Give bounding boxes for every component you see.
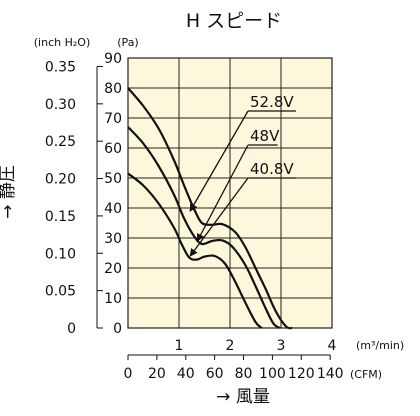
x-tick-label-m3min: 4 bbox=[328, 338, 337, 354]
annotations: 52.8V 48V 40.8V bbox=[189, 93, 296, 257]
series-line bbox=[127, 172, 263, 329]
y-tick-label-pa: 80 bbox=[104, 81, 122, 97]
y-axis-label: → 静圧 bbox=[0, 165, 18, 219]
series-line bbox=[127, 87, 293, 330]
annotation-label: 40.8V bbox=[250, 160, 294, 178]
x-tick-label-cfm: 60 bbox=[206, 366, 224, 382]
x-tick-label-m3min: 3 bbox=[277, 338, 286, 354]
y-tick-label-pa: 30 bbox=[104, 231, 122, 247]
series-line bbox=[127, 126, 281, 329]
y-tick-label-inch: 0.25 bbox=[45, 134, 76, 150]
series-lines bbox=[127, 87, 293, 330]
x-unit-primary: (m³/min) bbox=[356, 339, 404, 352]
y-tick-label-inch: 0.30 bbox=[45, 97, 76, 113]
y-unit-left: (inch H₂O) bbox=[34, 36, 90, 49]
y-tick-label-inch: 0.15 bbox=[45, 209, 76, 225]
y-tick-label-inch: 0.20 bbox=[45, 172, 76, 188]
y-tick-label-pa: 60 bbox=[104, 141, 122, 157]
x-tick-label-cfm: 140 bbox=[317, 366, 344, 382]
y-tick-label-pa: 40 bbox=[104, 201, 122, 217]
x-unit-secondary: (CFM) bbox=[350, 368, 382, 381]
x-tick-label-m3min: 2 bbox=[226, 338, 235, 354]
annotation-arrow bbox=[196, 144, 249, 242]
x-tick-label-cfm: 0 bbox=[124, 366, 133, 382]
ticks: 1 2 3 4010203040506070809000.050.100.150.20… bbox=[45, 51, 344, 382]
y-tick-label-inch: 0 bbox=[67, 321, 76, 337]
y-tick-label-pa: 90 bbox=[104, 51, 122, 67]
annotation-arrow bbox=[189, 177, 249, 257]
y-tick-label-pa: 20 bbox=[104, 261, 122, 277]
y-tick-label-pa: 10 bbox=[104, 291, 122, 307]
annotation-label: 52.8V bbox=[250, 93, 294, 111]
y-tick-label-inch: 0.35 bbox=[45, 59, 76, 75]
plot-frame bbox=[127, 57, 333, 329]
grid bbox=[128, 58, 332, 328]
y-unit-right: (Pa) bbox=[117, 36, 138, 49]
chart-title: H スピード bbox=[186, 10, 282, 32]
y-tick-label-inch: 0.05 bbox=[45, 284, 76, 300]
y-tick-label-pa: 0 bbox=[113, 321, 122, 337]
x-axis-label: → 風量 bbox=[216, 387, 270, 407]
annotation-arrow bbox=[189, 110, 249, 212]
x-tick-label-m3min: 1 bbox=[175, 338, 184, 354]
y-tick-label-inch: 0.10 bbox=[45, 246, 76, 262]
x-tick-label-cfm: 20 bbox=[148, 366, 166, 382]
x-tick-label-cfm: 40 bbox=[177, 366, 195, 382]
annotation-label: 48V bbox=[250, 127, 280, 145]
y-tick-label-pa: 70 bbox=[104, 111, 122, 127]
y-tick-label-pa: 50 bbox=[104, 171, 122, 187]
x-tick-label-cfm: 100 bbox=[259, 366, 286, 382]
x-tick-label-cfm: 80 bbox=[235, 366, 253, 382]
x-tick-label-cfm: 120 bbox=[288, 366, 315, 382]
